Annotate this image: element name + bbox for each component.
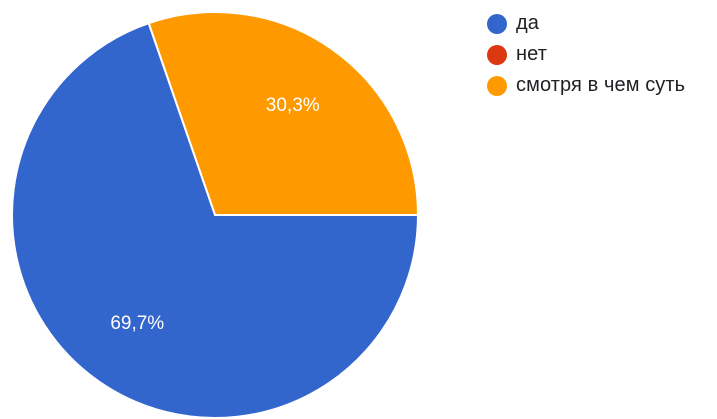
pie-slice-0[interactable] <box>11 21 420 419</box>
legend-label-da: да <box>516 12 539 34</box>
legend-swatch-da <box>487 13 507 34</box>
pie-data-label-2: 30,3% <box>266 95 320 116</box>
pie-chart-plot: 30,3% 69,7% <box>11 11 420 419</box>
pie-data-label-0: 69,7% <box>110 313 164 334</box>
legend-item-da[interactable]: да <box>487 8 685 39</box>
chart-legend: да нет смотря в чем суть <box>487 8 685 101</box>
legend-item-net[interactable]: нет <box>487 39 685 70</box>
legend-swatch-smotrya <box>487 75 507 96</box>
legend-swatch-net <box>487 44 507 65</box>
legend-label-net: нет <box>516 43 547 65</box>
legend-label-smotrya: смотря в чем суть <box>516 74 686 96</box>
pie-slice-2[interactable] <box>147 11 420 216</box>
legend-item-smotrya[interactable]: смотря в чем суть <box>487 70 685 101</box>
